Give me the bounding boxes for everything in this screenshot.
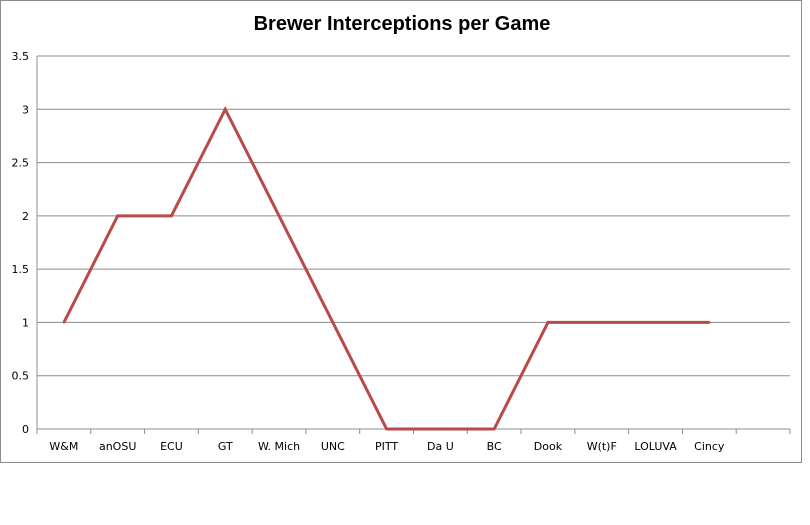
y-tick-label: 1 xyxy=(22,316,29,329)
data-point xyxy=(170,214,173,218)
y-tick-label: 1.5 xyxy=(12,263,30,276)
y-tick-label: 2 xyxy=(22,210,29,223)
data-point xyxy=(277,214,281,218)
x-tick-label: BC xyxy=(487,440,502,453)
data-point xyxy=(224,108,227,111)
data-point xyxy=(62,321,66,324)
x-tick-label: Dook xyxy=(534,440,563,453)
data-point xyxy=(708,321,711,324)
x-tick-label: GT xyxy=(218,440,233,453)
data-point xyxy=(385,427,388,431)
data-point xyxy=(492,427,496,431)
x-tick-label: Da U xyxy=(427,440,454,453)
x-tick-label: W&M xyxy=(49,440,78,453)
x-tick-label: ECU xyxy=(160,440,183,453)
x-tick-label: anOSU xyxy=(99,440,136,453)
line-chart: 0 0.5 1 1.5 2 2.5 3 3.5 W&M anOSU ECU GT W. Mich UNC P… xyxy=(12,50,791,453)
y-tick-label: 0 xyxy=(22,423,29,436)
x-tick-label: LOLUVA xyxy=(634,440,677,453)
x-tick-label: UNC xyxy=(321,440,345,453)
data-point xyxy=(439,427,442,431)
y-tick-label: 3.5 xyxy=(12,50,30,63)
data-point xyxy=(546,321,550,324)
x-tick-label: W. Mich xyxy=(258,440,300,453)
data-point xyxy=(600,321,603,324)
y-tick-label: 2.5 xyxy=(12,157,30,170)
y-tick-label: 0.5 xyxy=(12,370,30,383)
chart-title: Brewer Interceptions per Game xyxy=(253,13,551,35)
chart-frame: Brewer Interceptions per Game xyxy=(0,0,802,463)
data-point xyxy=(116,214,119,218)
data-point xyxy=(654,321,657,324)
data-point xyxy=(331,321,335,324)
x-tick-label: PITT xyxy=(375,440,398,453)
x-tick-label: Cincy xyxy=(694,440,725,453)
y-tick-label: 3 xyxy=(22,103,29,116)
x-tick-label: W(t)F xyxy=(587,440,617,453)
